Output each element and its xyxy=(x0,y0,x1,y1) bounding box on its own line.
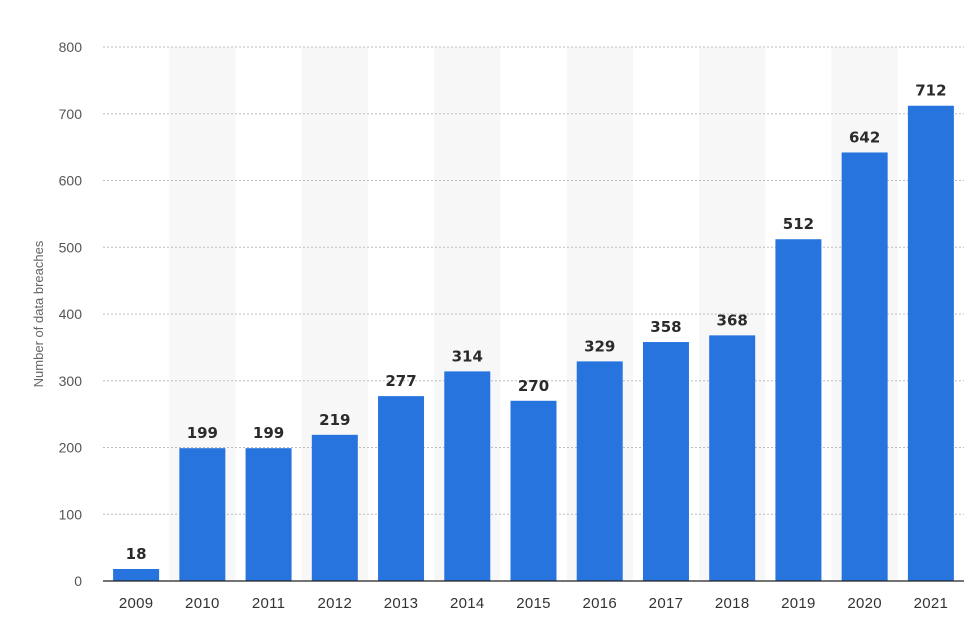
y-tick-label: 100 xyxy=(59,506,83,522)
x-tick-label: 2009 xyxy=(119,595,154,612)
y-tick-label: 200 xyxy=(59,440,83,456)
data-label: 642 xyxy=(849,128,880,146)
data-label: 219 xyxy=(319,411,350,429)
x-tick-label: 2019 xyxy=(781,595,816,612)
x-axis-ticks: 2009 2010 2011 2012 2013 2014 2015 2016 2017 2018… xyxy=(119,595,948,612)
y-tick-label: 300 xyxy=(59,373,83,389)
x-tick-label: 2020 xyxy=(847,595,882,612)
bar-2013[interactable] xyxy=(378,396,425,581)
x-tick-label: 2011 xyxy=(252,595,285,612)
y-tick-label: 600 xyxy=(59,173,83,189)
y-axis-ticks: 0 100 200 300 400 500 600 700 800 xyxy=(59,39,83,589)
y-tick-label: 700 xyxy=(59,106,83,122)
x-tick-label: 2016 xyxy=(582,595,617,612)
data-label: 18 xyxy=(126,545,147,563)
x-tick-label: 2012 xyxy=(318,595,353,612)
y-tick-label: 400 xyxy=(59,306,83,322)
bar-2016[interactable] xyxy=(576,361,623,581)
data-label: 314 xyxy=(452,347,483,365)
y-tick-label: 0 xyxy=(74,573,82,589)
bar-2018[interactable] xyxy=(709,335,756,581)
x-tick-label: 2017 xyxy=(649,595,684,612)
data-label: 277 xyxy=(385,372,416,390)
data-labels: 18 199 199 219 277 314 270 329 358 368 512 642 712 xyxy=(126,82,947,563)
bar-2015[interactable] xyxy=(510,400,557,581)
x-tick-label: 2021 xyxy=(914,595,949,612)
y-axis-title: Number of data breaches xyxy=(31,240,46,387)
data-label: 199 xyxy=(187,424,218,442)
bar-2020[interactable] xyxy=(841,152,888,581)
x-tick-label: 2018 xyxy=(715,595,750,612)
x-tick-label: 2010 xyxy=(185,595,220,612)
x-tick-label: 2013 xyxy=(384,595,419,612)
data-label: 329 xyxy=(584,337,615,355)
bar-2021[interactable] xyxy=(907,105,954,582)
data-label: 712 xyxy=(915,82,946,100)
bar-2019[interactable] xyxy=(775,239,822,582)
bar-2014[interactable] xyxy=(444,371,491,581)
y-tick-label: 500 xyxy=(59,239,83,255)
x-tick-label: 2014 xyxy=(450,595,485,612)
bar-2010[interactable] xyxy=(179,448,226,581)
bar-2017[interactable] xyxy=(642,342,689,581)
bar-2009[interactable] xyxy=(113,568,160,581)
bar-2012[interactable] xyxy=(311,434,358,581)
data-label: 358 xyxy=(650,318,681,336)
bars xyxy=(113,105,954,582)
data-label: 512 xyxy=(783,215,814,233)
data-label: 368 xyxy=(717,311,748,329)
bar-2011[interactable] xyxy=(245,448,292,581)
data-label: 199 xyxy=(253,424,284,442)
data-label: 270 xyxy=(518,377,549,395)
y-tick-label: 800 xyxy=(59,39,83,55)
x-tick-label: 2015 xyxy=(516,595,551,612)
